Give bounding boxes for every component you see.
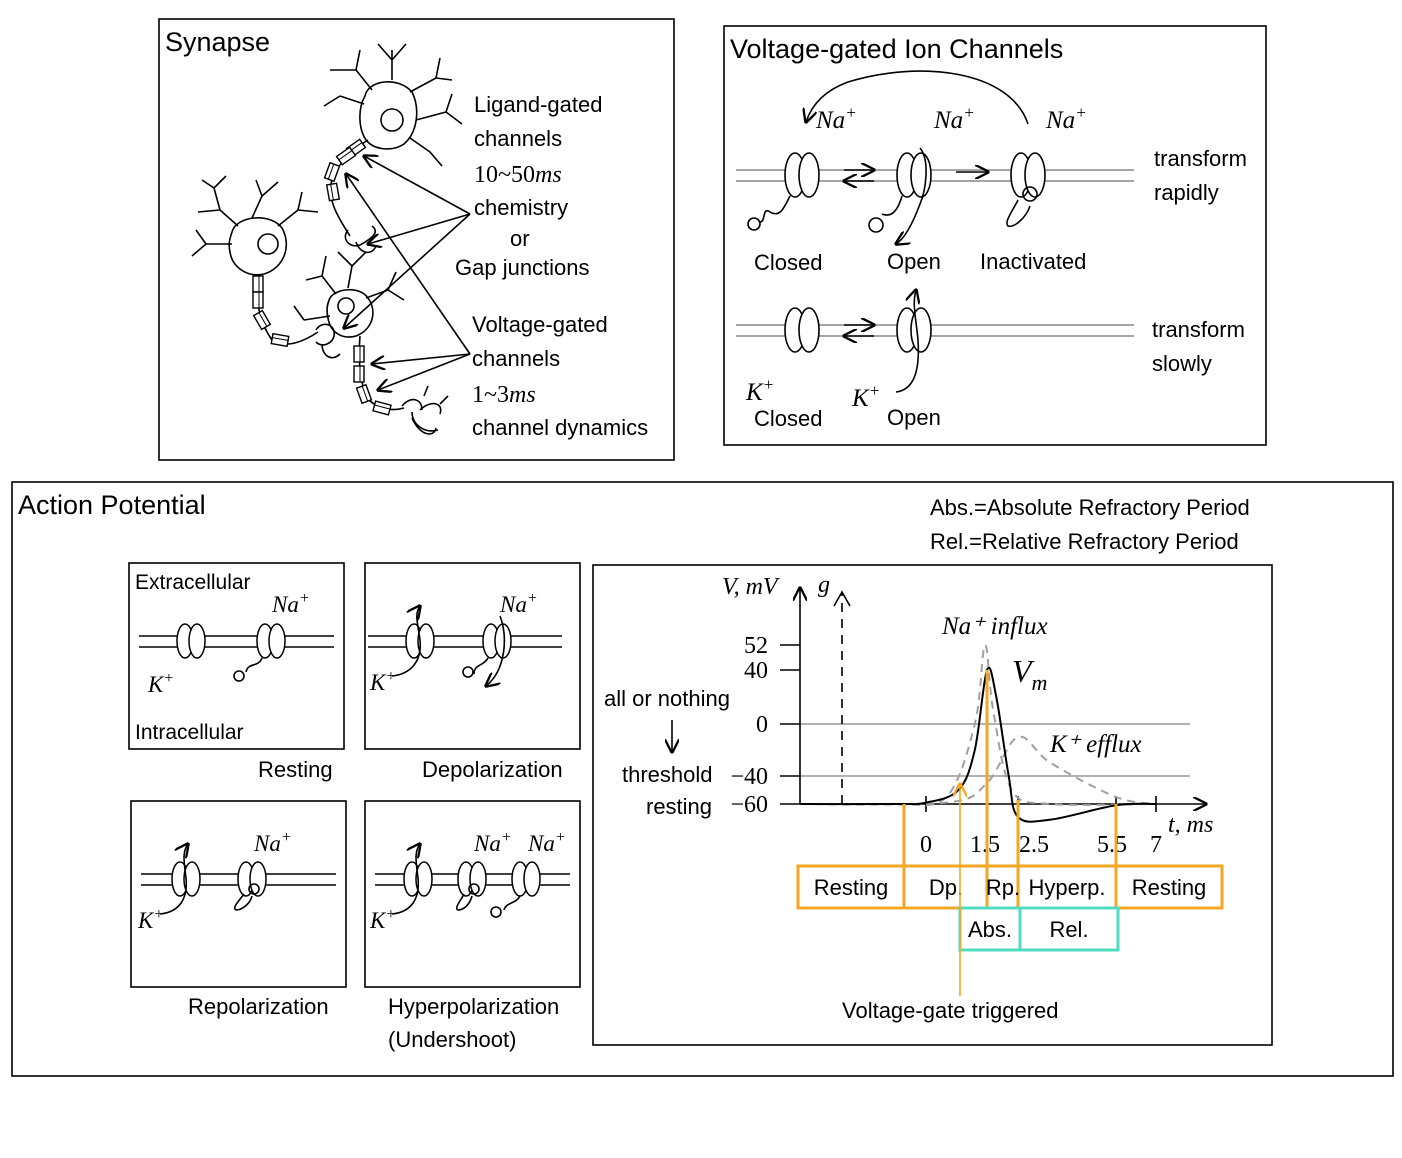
vgic-panel: Voltage-gated Ion Channels Na+: [723, 25, 1267, 446]
rapid-label-2: rapidly: [1154, 180, 1219, 205]
y-tick-label: 52: [744, 633, 768, 659]
refractory-boxes: Abs. Rel.: [958, 906, 1120, 952]
slow-label-1: transform: [1152, 317, 1245, 342]
k-label-2: K+: [851, 381, 880, 412]
na-inactivated-label: Inactivated: [980, 249, 1086, 274]
k-open-label: Open: [887, 405, 941, 430]
ligand-label-4: or: [510, 226, 530, 251]
hyperpolarization-state-label: Hyperpolarization: [388, 994, 559, 1019]
k-label-1: K+: [745, 375, 774, 406]
hyper-na-label-2: Na+: [527, 829, 566, 856]
resting-state-label: Resting: [258, 757, 333, 782]
na-label-2: Na+: [933, 103, 975, 134]
phase-label: Rp.: [986, 875, 1020, 900]
y-tick-label: −60: [730, 792, 768, 818]
x-tick-label: 1.5: [970, 832, 1000, 858]
ligand-label-5: Gap junctions: [455, 255, 590, 280]
na-label-3: Na+: [1045, 103, 1087, 134]
neuron-illustration: [191, 43, 463, 435]
y-tick-label: 0: [756, 712, 768, 738]
ap-frame: [11, 481, 1394, 1077]
extracellular-label: Extracellular: [135, 571, 251, 594]
repolarization-state-label: Repolarization: [188, 994, 329, 1019]
voltage-label-1: Voltage-gated: [472, 312, 608, 337]
ligand-label-1: Ligand-gated: [474, 92, 602, 117]
phase-boxes: Resting Dp. Rp. Hyperp. Resting: [796, 864, 1224, 910]
ligand-time: 10~50ms: [474, 162, 562, 188]
refractory-label: Abs.: [968, 917, 1012, 942]
synapse-title: Synapse: [165, 27, 270, 57]
y-tick-label: 40: [744, 658, 768, 684]
k-channel-closed: [784, 307, 820, 353]
na-channel-closed: [747, 152, 820, 231]
vm-label: Vm: [1012, 653, 1047, 695]
vgic-frame: [723, 25, 1267, 446]
x-tick-label: 0: [920, 832, 932, 858]
synapse-panel: Synapse: [158, 18, 675, 461]
na-label-1: Na+: [815, 103, 857, 134]
g-axis-label: g: [818, 572, 830, 598]
phase-label: Resting: [814, 875, 889, 900]
x-ticks: 0 1.5 2.5 5.5 7: [920, 796, 1162, 858]
resting-k-label: K+: [147, 670, 174, 697]
hyper-na-label-1: Na+: [473, 829, 512, 856]
synapse-frame: [158, 18, 675, 461]
v-axis-label: V, mV: [722, 574, 780, 600]
voltage-time: 1~3ms: [472, 382, 536, 408]
repol-na-label: Na+: [253, 829, 292, 856]
undershoot-label: (Undershoot): [388, 1027, 516, 1052]
vgic-title: Voltage-gated Ion Channels: [730, 34, 1063, 64]
resting-na-label: Na+: [271, 590, 310, 617]
state-depolarization: Na+ K+: [364, 562, 581, 750]
depol-na-label: Na+: [499, 590, 538, 617]
synapse-pointers: [344, 156, 471, 390]
rapid-label-1: transform: [1154, 146, 1247, 171]
ap-panel: Action Potential Abs.=Absolute Refractor…: [11, 481, 1394, 1077]
ligand-label-3: chemistry: [474, 195, 568, 220]
resting-label: resting: [646, 794, 712, 819]
voltage-label-3: channel dynamics: [472, 415, 648, 440]
state-hyperpolarization: Na+ Na+ K+: [364, 800, 581, 988]
depolarization-state-label: Depolarization: [422, 757, 563, 782]
phase-label: Hyperp.: [1028, 875, 1105, 900]
phase-label: Resting: [1132, 875, 1207, 900]
depol-k-label: K+: [369, 668, 396, 695]
chart-frame: [592, 564, 1273, 1046]
ap-title: Action Potential: [18, 490, 206, 520]
state-resting: Extracellular Intracellular Na+ K+: [128, 562, 345, 750]
repol-k-label: K+: [137, 906, 164, 933]
slow-label-2: slowly: [1152, 351, 1212, 376]
voltage-label-2: channels: [472, 346, 560, 371]
rel-definition: Rel.=Relative Refractory Period: [930, 529, 1239, 554]
phase-lines: [902, 670, 1118, 866]
x-tick-label: 5.5: [1097, 832, 1127, 858]
na-channel-open: [868, 147, 932, 244]
phase-label: Dp.: [929, 875, 963, 900]
trigger-label: Voltage-gate triggered: [842, 998, 1059, 1023]
x-tick-label: 2.5: [1019, 832, 1049, 858]
series-vm: [799, 666, 1157, 823]
k-channel-open: [895, 290, 932, 393]
k-closed-label: Closed: [754, 406, 822, 431]
abs-definition: Abs.=Absolute Refractory Period: [930, 495, 1250, 520]
na-influx-label: Na⁺ influx: [941, 613, 1048, 640]
state-repolarization: Na+ K+: [130, 800, 347, 988]
x-tick-label: 7: [1150, 832, 1162, 858]
k-efflux-label: K⁺ efflux: [1049, 731, 1142, 758]
y-tick-label: −40: [730, 764, 768, 790]
na-closed-label: Closed: [754, 250, 822, 275]
intracellular-label: Intracellular: [135, 721, 244, 744]
all-or-nothing-label: all or nothing: [604, 686, 730, 711]
threshold-label: threshold: [622, 762, 713, 787]
hyper-k-label: K+: [369, 906, 396, 933]
na-channel-inactivated: [1006, 152, 1046, 228]
na-open-label: Open: [887, 249, 941, 274]
refractory-label: Rel.: [1049, 917, 1088, 942]
ligand-label-2: channels: [474, 126, 562, 151]
t-axis-label: t, ms: [1168, 812, 1213, 838]
